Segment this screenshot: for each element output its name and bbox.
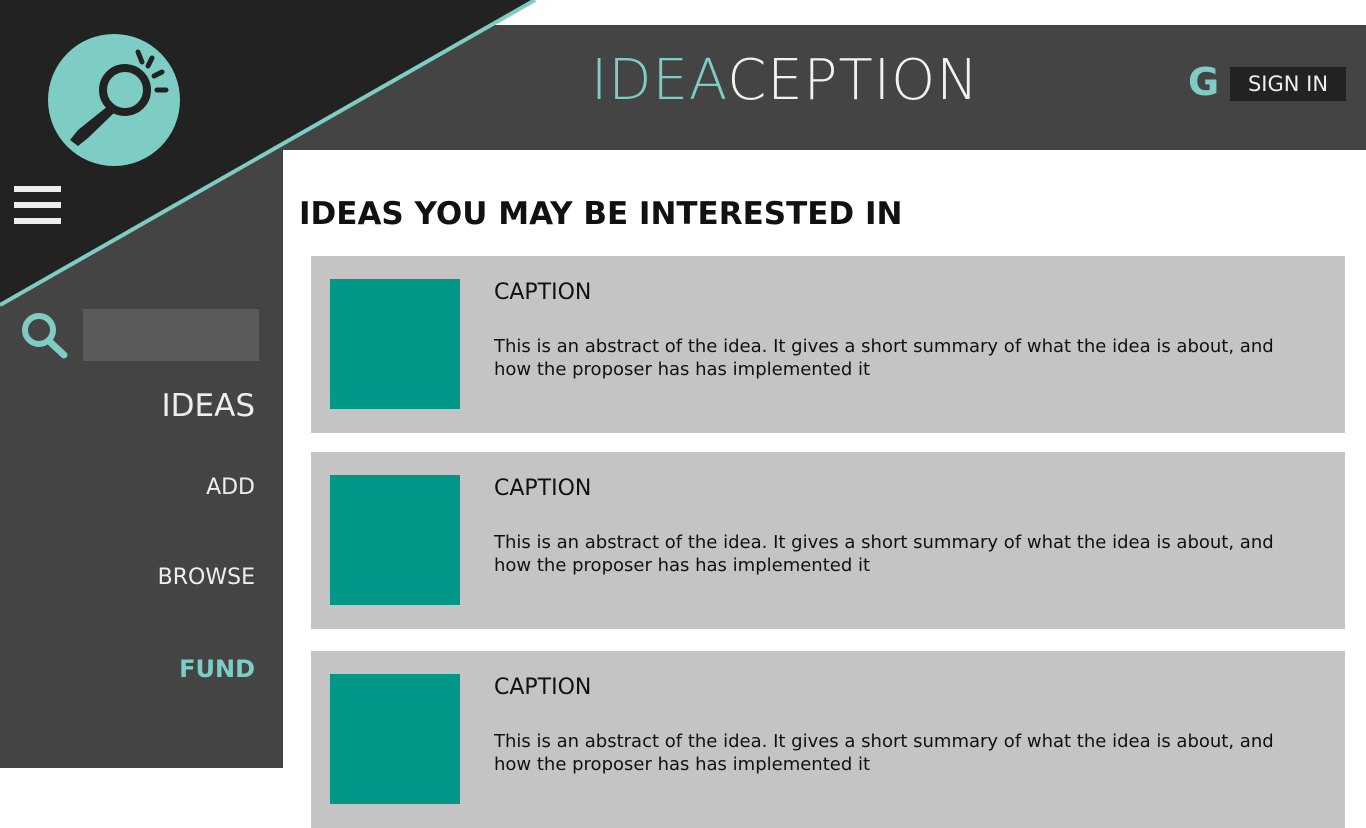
nav-item[interactable]: BROWSE [157, 565, 255, 590]
search-icon[interactable] [18, 310, 72, 360]
brand: IDEACEPTION [520, 48, 1050, 113]
nav-item[interactable]: ADD [206, 475, 255, 500]
idea-caption: CAPTION [494, 280, 592, 305]
nav-item[interactable]: FUND [179, 655, 255, 683]
idea-card[interactable]: CAPTION This is an abstract of the idea. … [311, 452, 1345, 629]
idea-thumbnail [330, 674, 460, 804]
idea-card[interactable]: CAPTION This is an abstract of the idea. … [311, 256, 1345, 433]
logo-bulb [99, 64, 151, 116]
corner-logo-area [0, 0, 536, 307]
idea-thumbnail [330, 279, 460, 409]
idea-abstract: This is an abstract of the idea. It give… [494, 336, 1274, 380]
menu-button[interactable] [14, 186, 61, 224]
section-heading: IDEAS YOU MAY BE INTERESTED IN [299, 196, 903, 232]
idea-caption: CAPTION [494, 675, 592, 700]
idea-thumbnail [330, 475, 460, 605]
logo-circle [48, 34, 180, 166]
brand-idea: IDEA [590, 48, 728, 113]
sign-in-button[interactable]: SIGN IN [1230, 67, 1346, 101]
idea-abstract: This is an abstract of the idea. It give… [494, 532, 1274, 576]
brand-ception: CEPTION [727, 48, 980, 113]
logo-base [70, 106, 115, 146]
idea-caption: CAPTION [494, 476, 592, 501]
idea-card[interactable]: CAPTION This is an abstract of the idea. … [311, 651, 1345, 828]
google-icon[interactable]: G [1188, 60, 1220, 104]
logo[interactable] [48, 34, 180, 166]
nav-item[interactable]: IDEAS [161, 388, 255, 424]
corner-edge [0, 0, 536, 307]
idea-abstract: This is an abstract of the idea. It give… [494, 731, 1274, 775]
logo-rays [135, 49, 169, 93]
search-input[interactable] [83, 309, 259, 361]
